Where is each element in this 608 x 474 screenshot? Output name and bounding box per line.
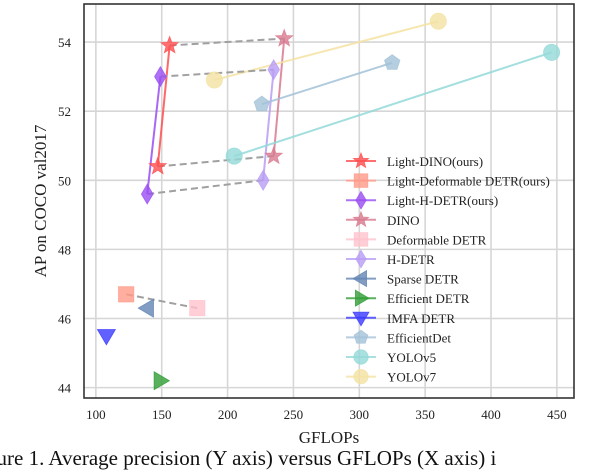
data-point [153, 371, 171, 391]
legend-entry: H-DETR [346, 249, 435, 269]
legend-entry: Deformable DETR [346, 232, 487, 247]
data-point [264, 145, 284, 165]
x-tick-label: 250 [284, 407, 304, 422]
legend: Light-DINO(ours) Light-Deformable DETR(ou… [346, 151, 550, 385]
data-point [118, 286, 135, 303]
data-point [274, 28, 294, 47]
legend-entry: DINO [346, 210, 420, 228]
data-point [96, 329, 117, 346]
y-tick-label: 50 [58, 173, 71, 188]
legend-label: Sparse DETR [387, 272, 459, 287]
y-tick-label: 44 [58, 381, 72, 396]
data-point [205, 71, 223, 89]
legend-entry: Sparse DETR [346, 269, 459, 288]
x-tick-label: 200 [218, 407, 238, 422]
legend-label: YOLOv5 [387, 350, 436, 365]
legend-marker [353, 173, 369, 188]
x-tick-label: 400 [481, 407, 501, 422]
series-line [272, 38, 286, 157]
data-point [137, 298, 154, 318]
data-point [189, 300, 206, 317]
legend-label: IMFA DETR [387, 311, 455, 326]
legend-entry: Light-DINO(ours) [346, 151, 483, 169]
legend-marker [354, 289, 370, 307]
comparison-link [147, 179, 264, 196]
legend-label: Deformable DETR [387, 232, 487, 247]
plot-frame [83, 3, 575, 399]
data-point [148, 156, 168, 175]
y-tick-label: 46 [58, 312, 72, 327]
series-line [214, 20, 439, 82]
legend-marker [353, 329, 369, 344]
legend-label: Light-DINO(ours) [387, 154, 483, 169]
data-point [256, 169, 270, 191]
figure-caption: gure 1. Average precision (Y axis) versu… [0, 446, 497, 470]
data-point [225, 147, 243, 165]
legend-label: EfficientDet [387, 330, 451, 345]
series-line [146, 76, 162, 195]
x-tick-label: 100 [86, 407, 106, 422]
series-line [156, 45, 171, 167]
legend-entry: EfficientDet [346, 329, 451, 345]
y-tick-label: 54 [58, 35, 72, 50]
legend-entry: Light-H-DETR(ours) [346, 190, 498, 210]
legend-entry: Efficient DETR [346, 289, 470, 307]
x-tick-label: 350 [415, 407, 435, 422]
x-tick-label: 150 [152, 407, 172, 422]
comparison-link [157, 155, 274, 168]
legend-label: YOLOv7 [387, 370, 437, 385]
y-tick-label: 48 [58, 242, 71, 257]
legend-marker [353, 368, 369, 385]
data-point [543, 43, 561, 61]
legend-marker [352, 151, 370, 169]
legend-label: Light-Deformable DETR(ours) [387, 174, 550, 189]
series-line [262, 69, 275, 181]
legend-label: Light-H-DETR(ours) [387, 193, 498, 208]
legend-marker [355, 249, 367, 269]
data-point [429, 12, 447, 30]
legend-label: DINO [387, 213, 420, 228]
legend-marker [352, 210, 370, 228]
legend-entry: Light-Deformable DETR(ours) [346, 173, 550, 189]
x-tick-label: 450 [547, 407, 567, 422]
legend-entry: IMFA DETR [346, 311, 455, 327]
legend-marker [352, 269, 368, 288]
x-tick-label: 300 [350, 407, 370, 422]
data-point [384, 54, 401, 70]
legend-label: H-DETR [387, 252, 435, 267]
series-line [233, 51, 552, 158]
comparison-link [125, 293, 198, 310]
comparison-link [169, 37, 285, 47]
legend-marker [353, 232, 369, 247]
legend-marker [353, 349, 369, 365]
data-point [140, 183, 154, 205]
y-tick-label: 52 [58, 104, 71, 119]
data-point [159, 35, 180, 54]
legend-marker [352, 311, 370, 327]
legend-entry: YOLOv7 [346, 368, 437, 385]
legend-label: Efficient DETR [387, 291, 470, 306]
legend-entry: YOLOv5 [346, 349, 436, 365]
data-point [253, 95, 270, 112]
data-point [267, 58, 280, 81]
y-axis-label: AP on COCO val2017 [31, 124, 50, 277]
x-axis-label: GFLOPs [299, 428, 359, 447]
legend-marker [355, 190, 367, 210]
series-line [261, 61, 393, 106]
data-point [154, 65, 167, 88]
